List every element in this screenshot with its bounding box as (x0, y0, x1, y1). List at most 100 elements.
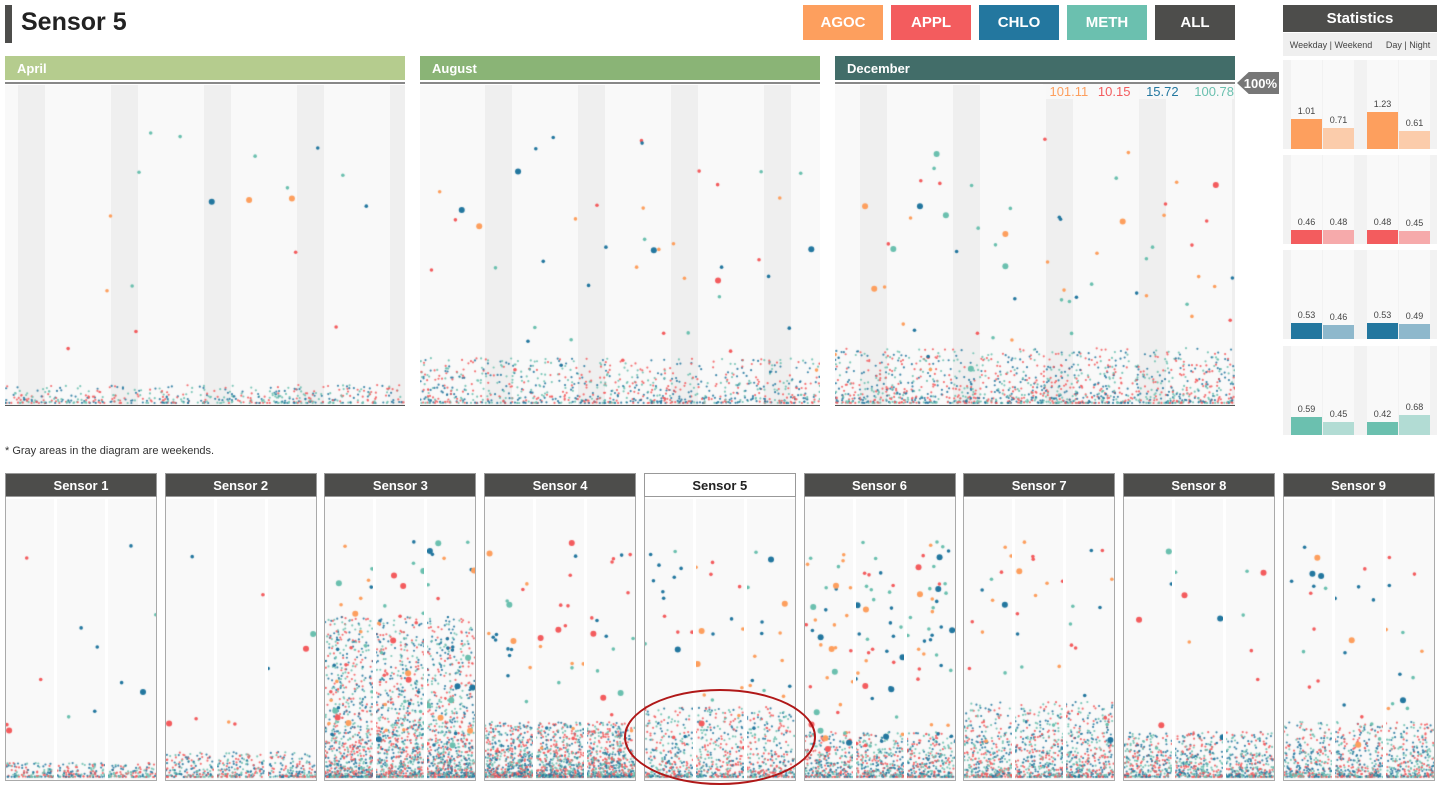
stat-value: 0.49 (1405, 311, 1424, 322)
sensor-mini-plot (164, 497, 317, 781)
filter-all-button[interactable]: ALL (1155, 5, 1235, 40)
month-column (1015, 499, 1064, 780)
month-column (427, 499, 476, 780)
month-column (1334, 499, 1383, 780)
month-column (376, 499, 425, 780)
sensor-mini-plot (963, 497, 1116, 781)
stat-bar (1323, 325, 1354, 339)
scatter-points (420, 85, 820, 405)
scatter-points (5, 85, 405, 405)
filter-meth-button[interactable]: METH (1067, 5, 1147, 40)
month-column (1174, 499, 1223, 780)
scatter-points (1334, 499, 1383, 779)
scatter-points (6, 499, 54, 779)
stat-column (1323, 155, 1354, 244)
sensor-card[interactable]: Sensor 5 (643, 473, 796, 781)
sensor-mini-plot (484, 497, 637, 781)
sensor-card[interactable]: Sensor 7 (963, 473, 1116, 781)
zoom-scale-handle[interactable]: 100% (1237, 72, 1279, 94)
sensor-card-title[interactable]: Sensor 2 (164, 473, 317, 497)
stat-column (1367, 346, 1398, 435)
sensor-card-title[interactable]: Sensor 9 (1282, 473, 1435, 497)
scatter-points (57, 499, 105, 779)
sensor-mini-plot (1122, 497, 1275, 781)
filter-chlo-button[interactable]: CHLO (979, 5, 1059, 40)
weekend-note: * Gray areas in the diagram are weekends… (5, 445, 215, 457)
month-column (695, 499, 744, 780)
sensor-card[interactable]: Sensor 4 (484, 473, 637, 781)
scatter-points (746, 499, 795, 779)
scatter-points (1174, 499, 1223, 779)
stat-group-appl: 0.46 0.48 0.48 0.45 (1283, 155, 1437, 244)
stat-bar (1291, 323, 1322, 339)
month-column (267, 499, 316, 780)
stat-value: 0.46 (1297, 217, 1316, 228)
month-column (1283, 499, 1332, 780)
statistics-panel: Statistics Weekday | Weekend Day | Night… (1283, 5, 1437, 435)
stat-value: 0.71 (1329, 114, 1348, 125)
sensor-card-title[interactable]: Sensor 1 (5, 473, 157, 497)
filter-agoc-button[interactable]: AGOC (803, 5, 883, 40)
month-header-august: August (420, 56, 820, 80)
scatter-points (964, 499, 1013, 779)
stat-bar (1399, 130, 1430, 149)
month-header-april: April (5, 56, 405, 80)
sensor-mini-plot (803, 497, 956, 781)
stat-bar (1367, 422, 1398, 435)
month-divider (5, 82, 405, 84)
stat-bar (1323, 421, 1354, 435)
sensor-card[interactable]: Sensor 9 (1282, 473, 1435, 781)
sensor-card-title[interactable]: Sensor 3 (324, 473, 477, 497)
sensor-card-title[interactable]: Sensor 4 (484, 473, 637, 497)
scatter-points (267, 499, 316, 779)
sensor-card[interactable]: Sensor 2 (164, 473, 317, 781)
scatter-points (376, 499, 425, 779)
filter-appl-button[interactable]: APPL (891, 5, 971, 40)
stat-group-meth: 0.59 0.45 0.42 0.68 (1283, 346, 1437, 435)
sensor-card[interactable]: Sensor 3 (324, 473, 477, 781)
scatter-points (587, 499, 636, 779)
stat-value: 1.01 (1297, 105, 1316, 116)
month-header-december: December (835, 56, 1235, 80)
max-chlo: 15.72 (1146, 84, 1179, 99)
stat-value: 0.61 (1405, 117, 1424, 128)
month-column (964, 499, 1013, 780)
month-scatter-plot-december[interactable] (835, 85, 1235, 406)
scatter-points (536, 499, 585, 779)
month-column (325, 499, 374, 780)
page-title: Sensor 5 (21, 8, 127, 36)
month-column (57, 499, 105, 780)
scatter-points (644, 499, 693, 779)
stat-value: 0.42 (1373, 409, 1392, 420)
month-column (216, 499, 265, 780)
sensor-card[interactable]: Sensor 1 (5, 473, 157, 781)
sensor-card-title[interactable]: Sensor 7 (963, 473, 1116, 497)
sensor-card-title[interactable]: Sensor 6 (803, 473, 956, 497)
title-accent-bar (5, 5, 12, 43)
month-column (1225, 499, 1274, 780)
max-agoc: 101.11 (1049, 84, 1089, 99)
scatter-points (165, 499, 214, 779)
stat-column (1323, 250, 1354, 339)
month-scatter-plot-april[interactable] (5, 85, 405, 406)
sensor-card[interactable]: Sensor 6 (803, 473, 956, 781)
sensor-card-title[interactable]: Sensor 8 (1122, 473, 1275, 497)
stat-value: 0.68 (1405, 401, 1424, 412)
stat-value: 0.59 (1297, 404, 1316, 415)
sensor-mini-plot (324, 497, 477, 781)
sensor-mini-plot (1282, 497, 1435, 781)
scatter-points (1283, 499, 1332, 779)
scatter-points (1066, 499, 1115, 779)
month-column (108, 499, 156, 780)
scatter-points (216, 499, 265, 779)
stat-column (1291, 155, 1322, 244)
scatter-points (485, 499, 534, 779)
sensor-card[interactable]: Sensor 8 (1122, 473, 1275, 781)
month-column (855, 499, 904, 780)
stat-group-agoc: 1.01 0.71 1.23 0.61 (1283, 60, 1437, 149)
sensor-mini-plot (643, 497, 796, 781)
month-scatter-plot-august[interactable] (420, 85, 820, 406)
stat-bar (1323, 229, 1354, 244)
stat-value: 0.45 (1329, 408, 1348, 419)
sensor-card-title[interactable]: Sensor 5 (643, 473, 796, 497)
